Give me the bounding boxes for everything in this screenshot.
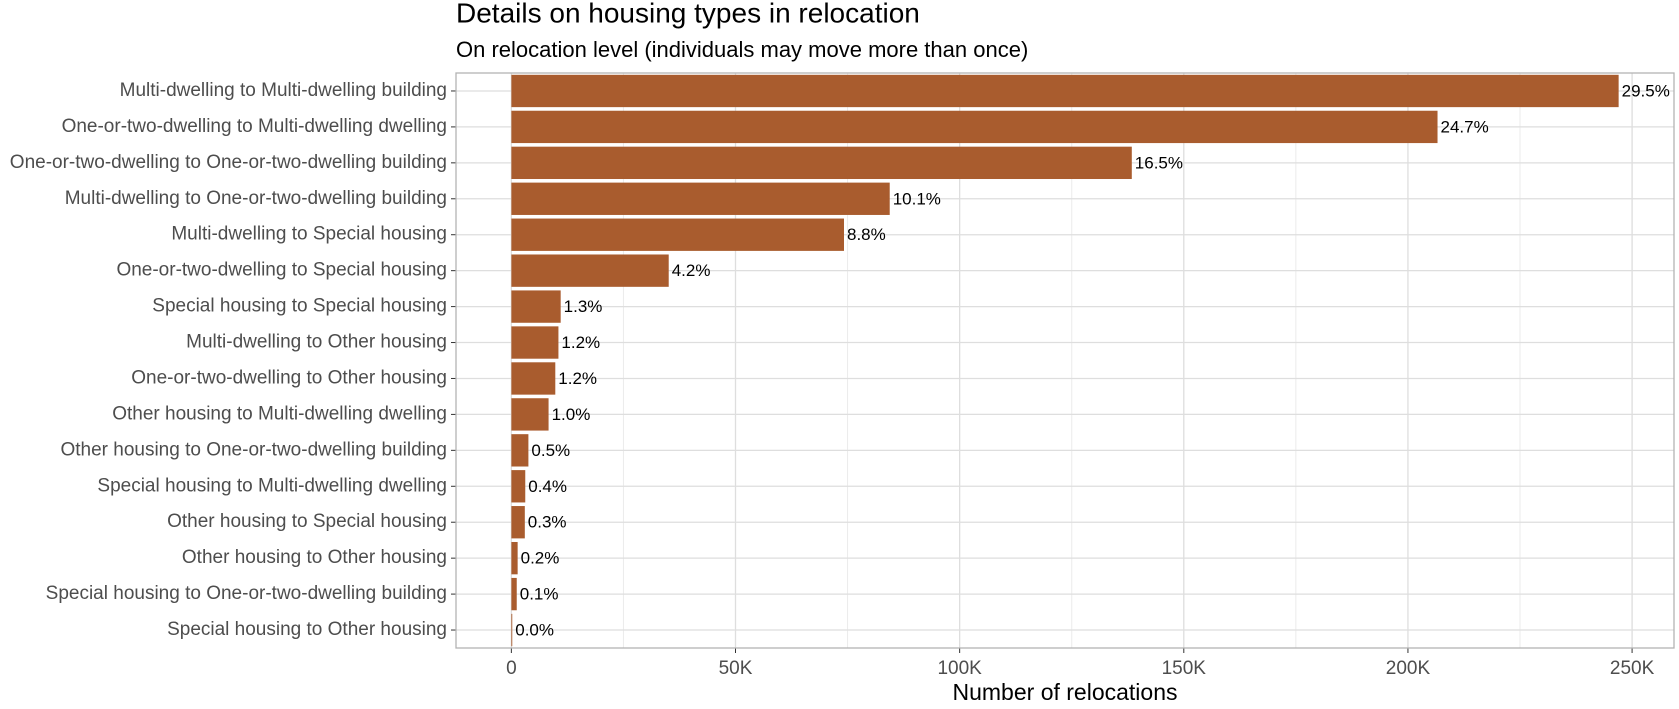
x-tick-label: 150K	[1162, 658, 1207, 679]
value-label: 10.1%	[893, 189, 941, 208]
panel-border	[455, 72, 1675, 649]
bar	[511, 362, 556, 395]
value-label: 24.7%	[1441, 117, 1489, 136]
x-tick-label: 50K	[719, 658, 753, 679]
value-label: 1.0%	[552, 405, 591, 424]
value-label: 0.2%	[521, 549, 560, 568]
value-label: 0.3%	[528, 513, 567, 532]
x-tick-label: 200K	[1386, 658, 1431, 679]
bar	[511, 434, 529, 467]
y-tick-label: One-or-two-dwelling to One-or-two-dwelli…	[10, 152, 447, 173]
y-tick-label: Multi-dwelling to Multi-dwelling buildin…	[120, 80, 447, 101]
value-label: 1.2%	[561, 333, 600, 352]
bar	[511, 613, 513, 647]
bar	[511, 218, 844, 251]
y-tick-label: Other housing to One-or-two-dwelling bui…	[60, 439, 447, 460]
value-label: 0.4%	[528, 477, 567, 496]
bar	[511, 182, 890, 215]
y-tick-label: Special housing to One-or-two-dwelling b…	[46, 583, 447, 604]
value-label: 8.8%	[847, 225, 886, 244]
y-tick-label: Multi-dwelling to Special housing	[171, 224, 447, 245]
value-label: 0.1%	[520, 585, 559, 604]
value-label: 4.2%	[672, 261, 711, 280]
y-tick-label: Special housing to Other housing	[167, 619, 447, 640]
chart-title: Details on housing types in relocation	[456, 0, 920, 28]
value-label: 1.2%	[558, 369, 597, 388]
y-tick-label: Special housing to Special housing	[152, 296, 447, 317]
y-tick-label: Other housing to Other housing	[182, 547, 447, 568]
bar	[511, 506, 525, 539]
value-label: 0.0%	[515, 621, 554, 640]
x-tick-label: 250K	[1610, 658, 1655, 679]
y-tick-label: One-or-two-dwelling to Multi-dwelling dw…	[62, 116, 447, 137]
chart-subtitle: On relocation level (individuals may mov…	[456, 37, 1028, 62]
value-label: 29.5%	[1622, 81, 1670, 100]
y-tick-label: Other housing to Special housing	[167, 511, 447, 532]
x-tick-label: 0	[506, 658, 517, 679]
value-label: 1.3%	[564, 297, 603, 316]
y-tick-label: Multi-dwelling to One-or-two-dwelling bu…	[65, 188, 447, 209]
bar	[511, 326, 559, 359]
bar	[511, 146, 1132, 180]
bar	[511, 470, 526, 503]
x-tick-label: 100K	[937, 658, 982, 679]
x-axis-title: Number of relocations	[953, 679, 1178, 705]
bar	[511, 110, 1438, 144]
y-tick-label: Other housing to Multi-dwelling dwelling	[112, 403, 447, 424]
y-tick-label: One-or-two-dwelling to Other housing	[131, 367, 447, 388]
value-label: 0.5%	[531, 441, 570, 460]
y-tick-label: Special housing to Multi-dwelling dwelli…	[97, 475, 447, 496]
value-label: 16.5%	[1135, 153, 1183, 172]
bar	[511, 398, 549, 431]
bar	[511, 541, 518, 575]
bar	[511, 254, 669, 287]
bar	[511, 290, 561, 323]
y-tick-label: One-or-two-dwelling to Special housing	[116, 260, 447, 281]
bar	[511, 74, 1619, 108]
y-tick-label: Multi-dwelling to Other housing	[186, 332, 447, 353]
bar	[511, 577, 517, 611]
